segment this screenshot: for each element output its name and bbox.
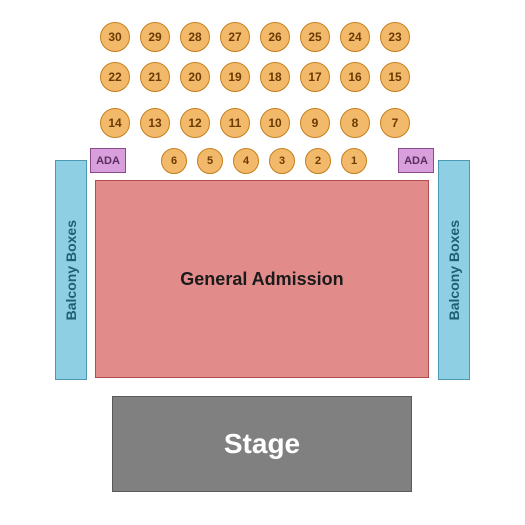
general-admission[interactable]: General Admission	[95, 180, 429, 378]
seat-25[interactable]: 25	[300, 22, 330, 52]
seating-chart: 2324252627282930151617181920212278910111…	[0, 0, 525, 525]
seat-13[interactable]: 13	[140, 108, 170, 138]
seat-8[interactable]: 8	[340, 108, 370, 138]
seat-12[interactable]: 12	[180, 108, 210, 138]
seat-10[interactable]: 10	[260, 108, 290, 138]
ada-section-left[interactable]: ADA	[90, 148, 126, 173]
balcony-boxes-left[interactable]: Balcony Boxes	[55, 160, 87, 380]
seat-7[interactable]: 7	[380, 108, 410, 138]
seat-3[interactable]: 3	[269, 148, 295, 174]
ada-section-right[interactable]: ADA	[398, 148, 434, 173]
seat-16[interactable]: 16	[340, 62, 370, 92]
seat-5[interactable]: 5	[197, 148, 223, 174]
stage: Stage	[112, 396, 412, 492]
seat-19[interactable]: 19	[220, 62, 250, 92]
seat-2[interactable]: 2	[305, 148, 331, 174]
seat-14[interactable]: 14	[100, 108, 130, 138]
seat-18[interactable]: 18	[260, 62, 290, 92]
seat-6[interactable]: 6	[161, 148, 187, 174]
seat-9[interactable]: 9	[300, 108, 330, 138]
balcony-boxes-right[interactable]: Balcony Boxes	[438, 160, 470, 380]
seat-30[interactable]: 30	[100, 22, 130, 52]
seat-17[interactable]: 17	[300, 62, 330, 92]
seat-15[interactable]: 15	[380, 62, 410, 92]
seat-11[interactable]: 11	[220, 108, 250, 138]
seat-26[interactable]: 26	[260, 22, 290, 52]
seat-20[interactable]: 20	[180, 62, 210, 92]
seat-21[interactable]: 21	[140, 62, 170, 92]
seat-23[interactable]: 23	[380, 22, 410, 52]
seat-22[interactable]: 22	[100, 62, 130, 92]
seat-28[interactable]: 28	[180, 22, 210, 52]
seat-4[interactable]: 4	[233, 148, 259, 174]
seat-1[interactable]: 1	[341, 148, 367, 174]
seat-29[interactable]: 29	[140, 22, 170, 52]
seat-24[interactable]: 24	[340, 22, 370, 52]
seat-27[interactable]: 27	[220, 22, 250, 52]
